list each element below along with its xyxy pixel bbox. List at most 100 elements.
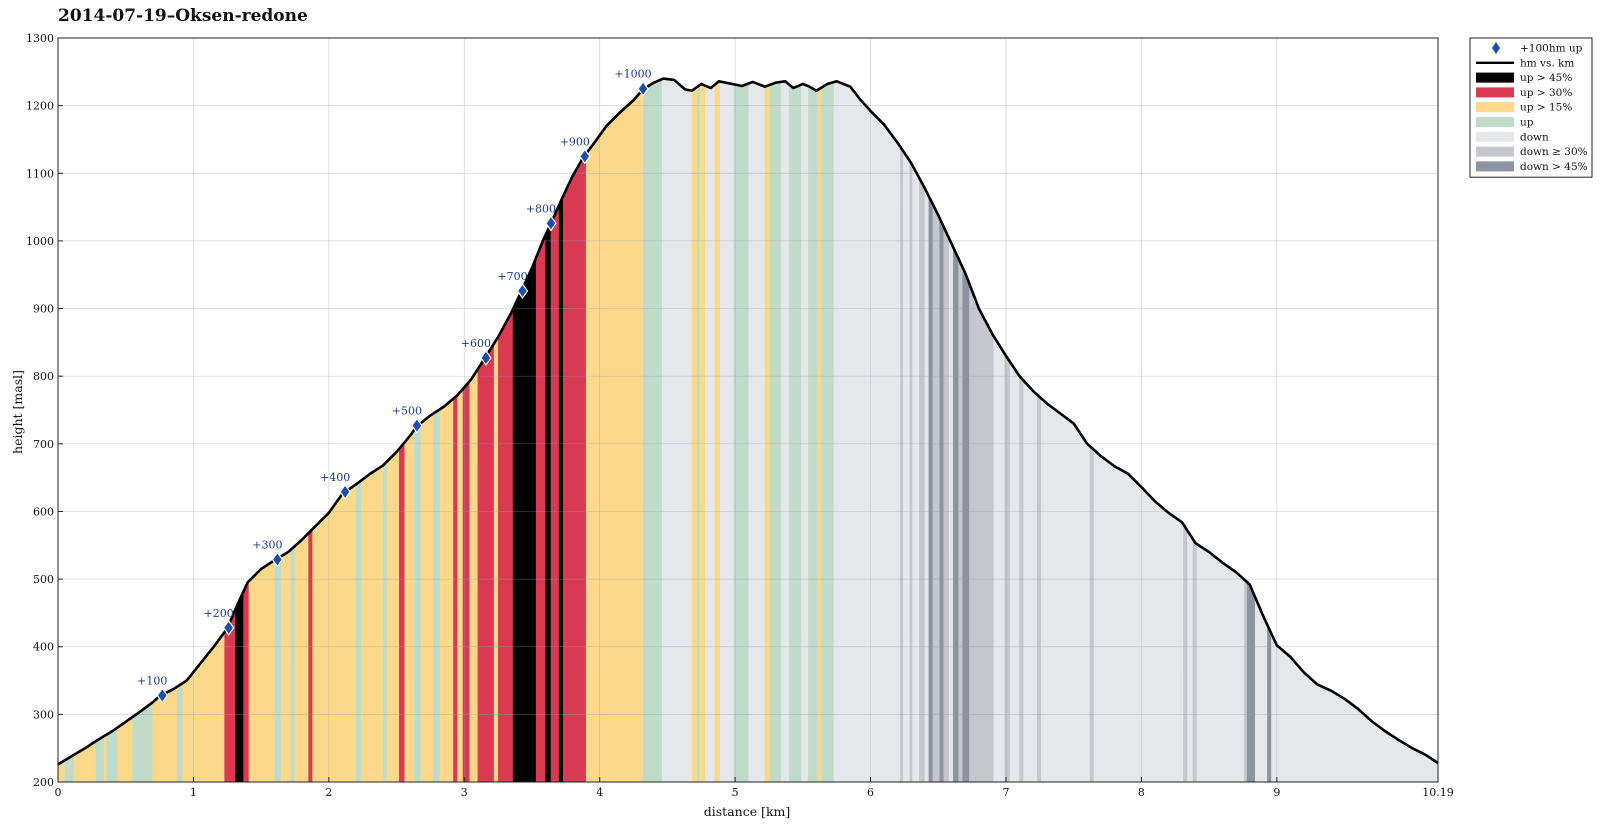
segment-up15-26 [404,429,415,783]
segment-down-93 [1196,543,1245,783]
segment-up30-41 [550,204,560,783]
legend-label-down: down [1520,131,1549,143]
legend-label-down30: down ≥ 30% [1520,146,1588,158]
segment-up15-50 [699,83,706,783]
marker-label-5: +600 [461,337,491,350]
segment-up45-40 [545,223,552,783]
segment-up-29 [432,408,441,783]
segment-down30-92 [1192,538,1198,783]
segment-up15-62 [817,87,823,783]
segment-up15-34 [469,368,479,783]
marker-label-8: +900 [560,135,590,148]
marker-label-6: +700 [497,270,527,283]
marker-label-3: +400 [320,471,350,484]
marker-label-9: +1000 [614,68,651,81]
y-tick-label-2: 400 [33,641,54,654]
segment-up15-36 [493,336,499,783]
segment-up15-24 [386,448,400,783]
segment-up45-12 [235,591,244,783]
segment-up15-30 [439,398,454,783]
marker-label-4: +500 [392,405,422,418]
legend-label-up45: up > 45% [1520,72,1572,84]
segment-down-64 [833,81,901,783]
segment-up15-4 [103,734,107,783]
segment-down45-97 [1267,624,1272,783]
segment-down-96 [1254,597,1268,783]
legend-swatch-up [1476,117,1514,127]
segment-up15-52 [714,81,721,783]
segment-down30-77 [958,258,963,783]
segment-up-54 [733,83,749,783]
segment-up30-13 [243,580,250,783]
segment-down45-73 [939,218,944,783]
segment-down30-65 [900,146,904,783]
axes: 0 1 2 3 4 5 6 7 8 9 10.19 200 300 400 500 600 700 800 900 1… [26,32,1454,799]
marker-diamond-4 [411,417,423,434]
segment-up15-32 [457,388,464,783]
segment-up-49 [697,84,701,783]
segment-up-61 [808,85,818,783]
segment-down45-78 [962,267,970,783]
segment-down-55 [748,81,766,783]
marker-diamond-1 [222,619,235,636]
segment-down30-80 [975,301,994,783]
segment-down-87 [1041,397,1091,783]
segment-down30-94 [1244,579,1248,783]
segment-down30-90 [1183,523,1188,783]
segment-down30-69 [919,178,925,783]
segment-up-57 [770,81,782,783]
segment-up-27 [413,422,422,783]
legend-label-up: up [1520,117,1534,129]
segment-up30-43 [562,172,575,783]
x-tick-label-10: 10.19 [1422,786,1454,799]
y-tick-label-0: 200 [33,776,54,789]
y-tick-label-11: 1300 [26,32,54,45]
segment-up30-31 [453,394,458,783]
segment-up-17 [290,545,296,783]
y-tick-label-1: 300 [33,708,54,721]
legend-swatch-down45 [1476,161,1514,172]
marker-label-1: +200 [204,607,234,620]
segment-up-59 [789,84,802,783]
x-tick-label-5: 5 [732,786,739,799]
segment-down-53 [720,81,734,783]
segment-up30-44 [573,152,587,783]
segment-down-70 [924,188,929,783]
segment-up-9 [176,682,183,783]
legend-label-line: hm vs. km [1520,57,1574,69]
legend-label-marker: +100hm up [1520,43,1583,55]
segment-up15-10 [182,631,225,783]
segment-down45-95 [1246,581,1256,783]
y-axis-label: height [masl] [10,370,25,454]
x-tick-label-7: 7 [1002,786,1009,799]
segment-up-23 [382,460,388,783]
x-tick-label-3: 3 [461,786,468,799]
y-tick-label-8: 1000 [26,235,54,248]
x-tick-label-6: 6 [867,786,874,799]
legend-swatch-up45 [1476,72,1514,83]
x-tick-label-4: 4 [596,786,603,799]
legend-label-up30: up > 30% [1520,87,1572,99]
marker-label-0: +100 [137,674,167,687]
segment-down30-82 [1004,353,1011,783]
segment-down30-88 [1089,445,1095,783]
segment-up15-48 [691,86,698,783]
marker-diamond-3 [339,483,351,500]
segment-down-81 [993,335,1005,783]
y-tick-label-10: 1200 [26,100,54,113]
segment-down-91 [1187,529,1194,783]
y-tick-label-7: 900 [33,303,54,316]
legend-swatch-down30 [1476,146,1514,157]
segment-down30-79 [969,283,977,783]
segment-down-75 [948,238,954,783]
y-tick-label-6: 800 [33,370,54,383]
segment-up-5 [106,727,118,783]
segment-down45-71 [928,196,934,783]
segment-up15-20 [312,484,357,783]
segment-up15-8 [152,686,178,783]
segment-up45-38 [512,257,537,783]
segment-down30-86 [1036,394,1042,783]
segment-down-83 [1009,361,1020,783]
marker-diamond-5 [480,349,492,366]
